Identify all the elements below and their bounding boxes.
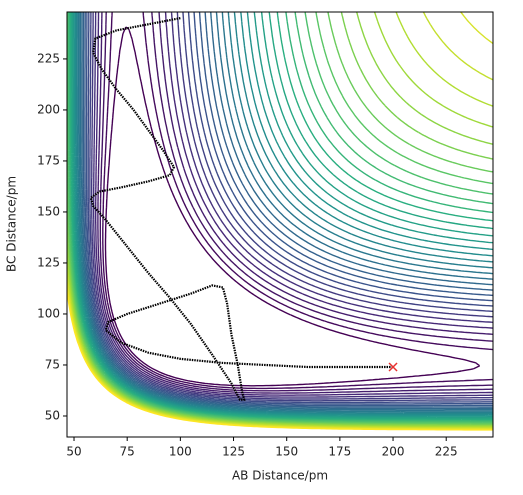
y-tick-label: 175 bbox=[37, 153, 60, 167]
contour-line bbox=[102, 12, 493, 390]
trajectory bbox=[89, 17, 394, 401]
contour-line bbox=[85, 12, 493, 405]
contour-line bbox=[84, 12, 493, 407]
x-tick-label: 175 bbox=[328, 445, 351, 459]
contour-line bbox=[70, 12, 493, 420]
contour-line bbox=[74, 12, 493, 416]
y-tick-label: 150 bbox=[37, 204, 60, 218]
contour-line bbox=[71, 12, 493, 419]
y-tick-label: 200 bbox=[37, 102, 60, 116]
x-axis-label: AB Distance/pm bbox=[232, 469, 328, 483]
y-tick-label: 125 bbox=[37, 255, 60, 269]
contour-line bbox=[89, 12, 493, 402]
x-tick-label: 200 bbox=[382, 445, 405, 459]
x-tick-label: 75 bbox=[120, 445, 135, 459]
contour-line bbox=[67, 12, 493, 426]
contour-line bbox=[67, 12, 493, 424]
contour-line bbox=[72, 12, 493, 418]
x-tick-label: 100 bbox=[169, 445, 192, 459]
contour-line bbox=[67, 12, 493, 425]
x-tick-label: 50 bbox=[66, 445, 81, 459]
contour-line bbox=[91, 12, 493, 400]
contour-line bbox=[82, 12, 493, 408]
contour-line bbox=[73, 12, 493, 417]
contour-line bbox=[81, 12, 493, 410]
start-marker bbox=[388, 362, 398, 372]
contour-line bbox=[104, 26, 481, 387]
plot-frame bbox=[66, 11, 494, 438]
x-tick-label: 150 bbox=[275, 445, 298, 459]
contour-line bbox=[97, 12, 493, 394]
contour-line bbox=[99, 12, 493, 392]
contour-line bbox=[75, 12, 493, 415]
contour-line bbox=[95, 12, 493, 396]
contour-line bbox=[68, 12, 493, 422]
contour-line bbox=[77, 12, 493, 413]
y-tick-label: 75 bbox=[45, 357, 60, 371]
contour-line bbox=[93, 12, 493, 398]
contour-plot bbox=[67, 12, 493, 431]
contour-line bbox=[69, 12, 493, 421]
x-tick-label: 125 bbox=[222, 445, 245, 459]
y-axis-label: BC Distance/pm bbox=[5, 176, 19, 272]
contour-line bbox=[79, 12, 493, 411]
y-tick-label: 100 bbox=[37, 306, 60, 320]
y-tick-label: 225 bbox=[37, 51, 60, 65]
contour-line bbox=[67, 283, 493, 431]
contour-line bbox=[78, 12, 493, 412]
y-tick-label: 50 bbox=[45, 408, 60, 422]
contour-line bbox=[87, 12, 493, 404]
contour-line bbox=[67, 12, 493, 423]
x-tick-label: 225 bbox=[435, 445, 458, 459]
